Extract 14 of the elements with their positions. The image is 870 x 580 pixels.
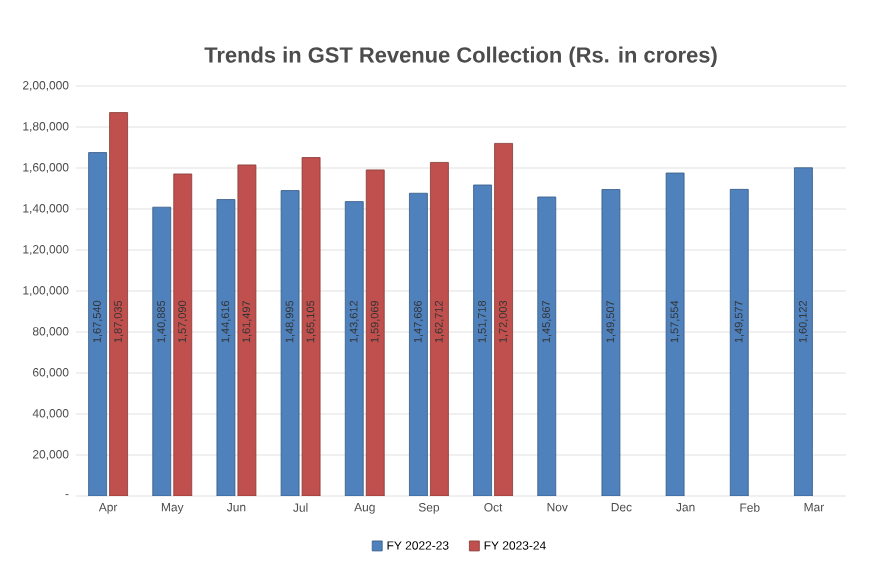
bar: [109, 112, 128, 496]
bar: [537, 196, 557, 496]
bar: [430, 162, 449, 496]
bar: [344, 201, 364, 496]
bar: [473, 184, 492, 496]
chart-title: Trends in GST Revenue Collection (Rs. in crores): [204, 46, 717, 67]
bar: [729, 188, 749, 496]
bar: [173, 173, 193, 496]
bar: [794, 167, 813, 496]
bar: [88, 152, 107, 496]
bar: [152, 206, 172, 496]
bar: [409, 192, 428, 496]
bar: [494, 142, 513, 496]
bar: [365, 169, 385, 496]
